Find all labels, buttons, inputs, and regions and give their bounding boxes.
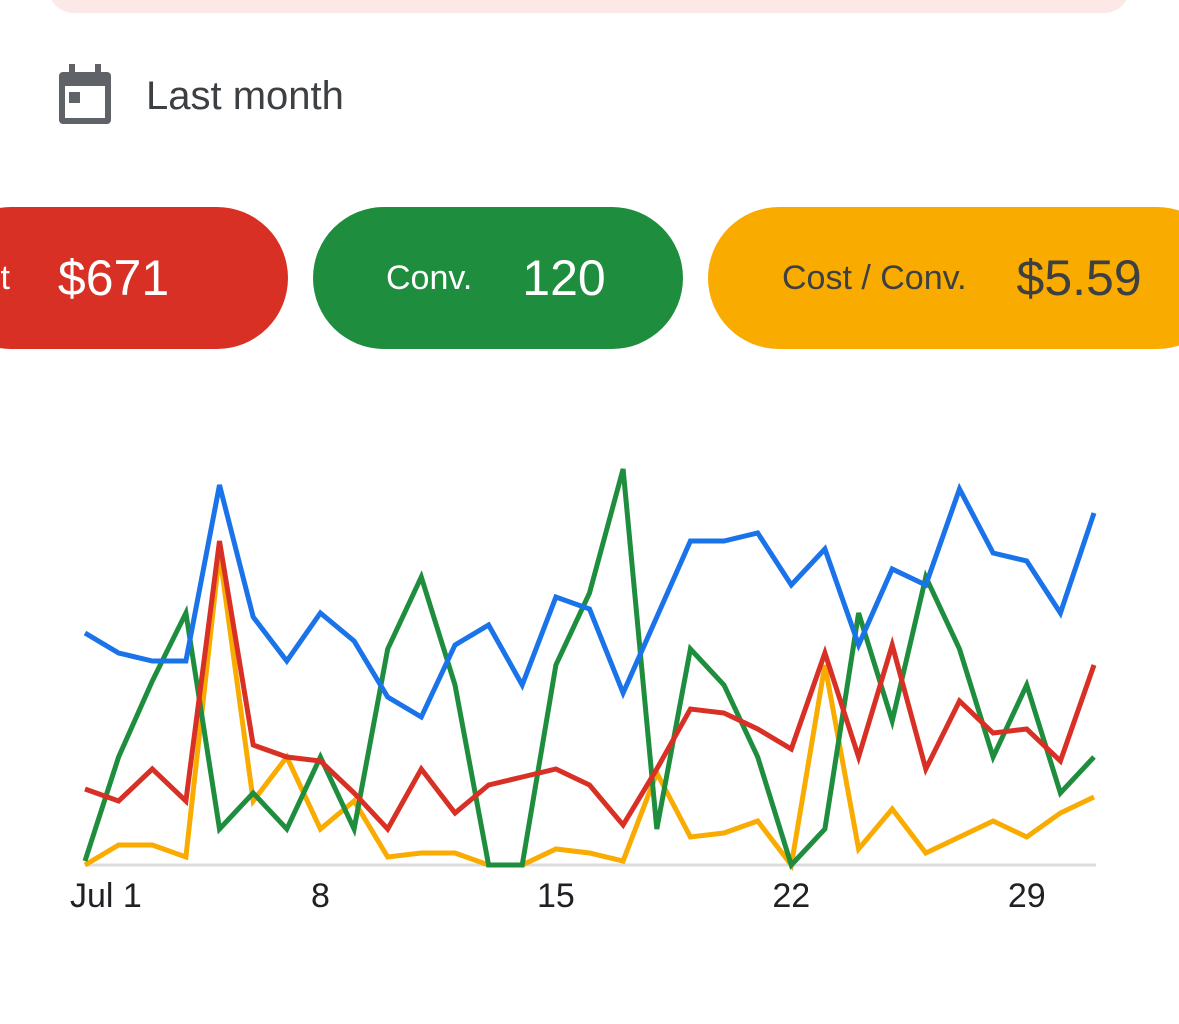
metric-value: $5.59 bbox=[1016, 250, 1142, 306]
series-line bbox=[84, 540, 1097, 834]
metric-value: $671 bbox=[57, 250, 170, 306]
x-tick-label: 8 bbox=[311, 877, 330, 915]
series-line bbox=[82, 468, 1096, 870]
x-tick-label: 15 bbox=[537, 877, 575, 915]
metric-label: Cost bbox=[0, 258, 10, 297]
x-tick-label: Jul 1 bbox=[70, 877, 142, 915]
x-tick-label: 29 bbox=[1008, 877, 1046, 915]
x-tick-label: 22 bbox=[772, 877, 810, 915]
metric-chip[interactable]: Conv. 120 bbox=[313, 207, 683, 349]
metric-label: Conv. bbox=[386, 258, 473, 297]
series-line bbox=[83, 482, 1097, 721]
metric-chip[interactable]: Cost / Conv. $5.59 bbox=[708, 207, 1179, 349]
calendar-icon[interactable] bbox=[57, 64, 113, 126]
date-range[interactable]: Last month bbox=[146, 74, 344, 118]
metric-label: Cost / Conv. bbox=[782, 258, 967, 297]
series-line bbox=[83, 552, 1096, 872]
banner bbox=[48, 0, 1130, 13]
metric-chip[interactable]: Cost $671 bbox=[0, 207, 288, 349]
metric-value: 120 bbox=[522, 250, 606, 306]
